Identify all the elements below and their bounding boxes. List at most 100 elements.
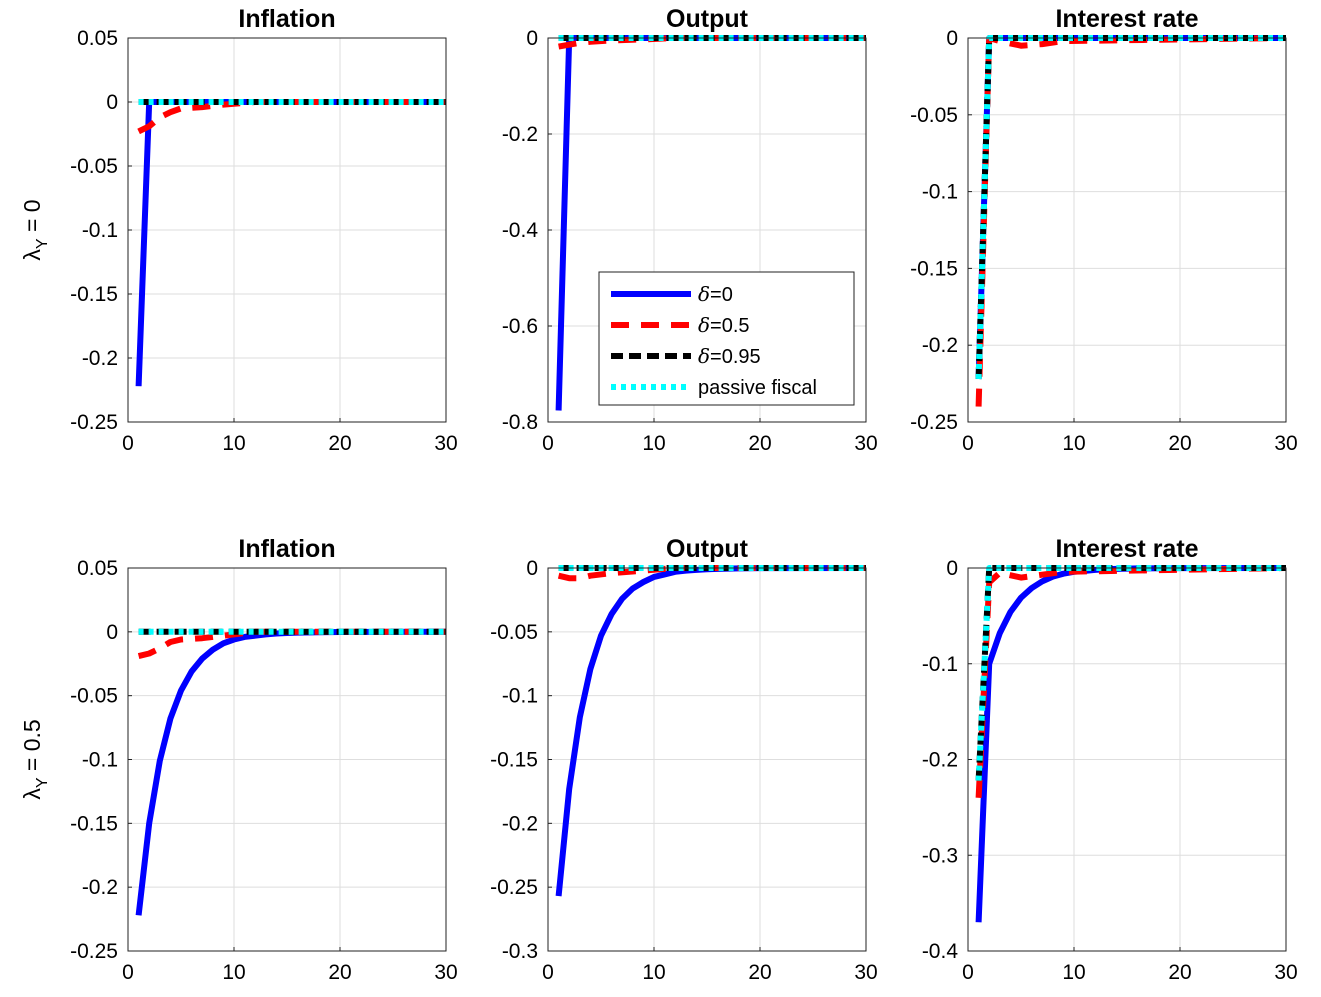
panel-4: 0 10 20 30 0 -0.05 -0.1 -0.15 -0.2 -0.25 -0.3 Outpu… bbox=[490, 535, 878, 984]
y-tick-label: -0.15 bbox=[70, 812, 118, 835]
y-tick-label: -0.8 bbox=[502, 411, 538, 434]
y-tick-label: 0.05 bbox=[77, 557, 118, 580]
panel-title: Inflation bbox=[238, 5, 335, 33]
y-tick-label: -0.2 bbox=[922, 749, 958, 772]
y-tick-label: -0.15 bbox=[70, 283, 118, 306]
y-tick-label: 0 bbox=[106, 621, 118, 644]
x-tick-label: 20 bbox=[1168, 961, 1191, 984]
panel-title: Inflation bbox=[238, 535, 335, 563]
y-tick-label: -0.05 bbox=[70, 155, 118, 178]
y-tick-label: -0.2 bbox=[82, 876, 118, 899]
y-tick-label: -0.05 bbox=[70, 685, 118, 708]
y-tick-label: -0.15 bbox=[490, 749, 538, 772]
x-tick-label: 10 bbox=[642, 432, 665, 455]
x-tick-label: 20 bbox=[328, 961, 351, 984]
legend-label-1: δ=0.5 bbox=[698, 313, 750, 337]
y-tick-label: -0.1 bbox=[82, 749, 118, 772]
x-tick-label: 30 bbox=[1274, 961, 1297, 984]
x-tick-label: 20 bbox=[1168, 432, 1191, 455]
panel-title: Interest rate bbox=[1055, 5, 1198, 33]
y-tick-label: -0.25 bbox=[490, 876, 538, 899]
row-label-symbol: λ bbox=[19, 249, 45, 261]
y-tick-label: 0 bbox=[946, 27, 958, 50]
y-tick-label: 0.05 bbox=[77, 27, 118, 50]
legend-text: =0.95 bbox=[710, 346, 761, 368]
y-tick-label: -0.15 bbox=[910, 257, 958, 280]
x-tick-label: 10 bbox=[1062, 961, 1085, 984]
y-tick-label: -0.2 bbox=[502, 123, 538, 146]
y-tick-label: -0.2 bbox=[82, 347, 118, 370]
row-label-subscript: Y bbox=[34, 238, 51, 249]
panel-2: 0 10 20 30 0 -0.05 -0.1 -0.15 -0.2 -0.25 Interest … bbox=[910, 5, 1298, 455]
row-label-rest: = 0 bbox=[19, 199, 45, 238]
x-tick-label: 30 bbox=[434, 432, 457, 455]
x-tick-label: 10 bbox=[222, 432, 245, 455]
y-tick-label: -0.3 bbox=[922, 844, 958, 867]
series-group bbox=[135, 99, 446, 387]
row-label-subscript: Y bbox=[34, 777, 51, 788]
y-tick-label: -0.25 bbox=[70, 940, 118, 963]
y-tick-label: -0.4 bbox=[922, 940, 959, 963]
x-tick-label: 0 bbox=[122, 961, 134, 984]
y-tick-label: -0.1 bbox=[922, 653, 958, 676]
legend-label-0: δ=0 bbox=[698, 282, 733, 306]
legend-symbol: δ bbox=[698, 313, 710, 337]
x-tick-label: 30 bbox=[434, 961, 457, 984]
y-tick-label: -0.1 bbox=[82, 219, 118, 242]
y-tick-label: 0 bbox=[106, 91, 118, 114]
y-tick-label: -0.3 bbox=[502, 940, 538, 963]
legend-label-2: δ=0.95 bbox=[698, 344, 761, 368]
y-tick-label: 0 bbox=[526, 27, 538, 50]
x-tick-label: 30 bbox=[854, 432, 877, 455]
axes-frame bbox=[967, 37, 1287, 423]
legend-text: passive fiscal bbox=[698, 377, 817, 399]
y-tick-label: -0.1 bbox=[502, 685, 538, 708]
x-tick-label: 0 bbox=[542, 432, 554, 455]
legend-text: =0.5 bbox=[710, 315, 749, 337]
panel-title: Interest rate bbox=[1055, 535, 1198, 563]
x-tick-label: 0 bbox=[542, 961, 554, 984]
x-tick-label: 0 bbox=[122, 432, 134, 455]
y-tick-label: -0.2 bbox=[922, 334, 958, 357]
y-tick-label: 0 bbox=[526, 557, 538, 580]
row-label-0: λY = 0 bbox=[19, 199, 51, 260]
series-group bbox=[135, 628, 446, 916]
panel-5: 0 10 20 30 0 -0.1 -0.2 -0.3 -0.4 Interest rate bbox=[922, 535, 1298, 984]
x-tick-label: 20 bbox=[328, 432, 351, 455]
row-label-rest: = 0.5 bbox=[19, 719, 45, 777]
series-line-1 bbox=[137, 99, 446, 135]
panel-3: 0 10 20 30 0.05 0 -0.05 -0.1 -0.15 -0.2 -0.25 Infla… bbox=[70, 535, 458, 984]
legend-symbol: δ bbox=[698, 344, 710, 368]
y-tick-label: 0 bbox=[946, 557, 958, 580]
x-tick-label: 30 bbox=[854, 961, 877, 984]
y-tick-label: -0.2 bbox=[502, 812, 538, 835]
y-tick-label: -0.25 bbox=[910, 411, 958, 434]
legend-text: =0 bbox=[710, 284, 733, 306]
x-tick-label: 20 bbox=[748, 961, 771, 984]
series-line-1 bbox=[558, 35, 866, 50]
panel-0: 0 10 20 30 0.05 0 -0.05 -0.1 -0.15 -0.2 -0.25 Infla… bbox=[70, 5, 458, 455]
x-tick-label: 10 bbox=[642, 961, 665, 984]
row-label-symbol: λ bbox=[19, 788, 45, 800]
row-label-1: λY = 0.5 bbox=[19, 719, 51, 799]
series-line-1 bbox=[137, 628, 446, 660]
y-tick-label: -0.05 bbox=[910, 104, 958, 127]
y-tick-label: -0.25 bbox=[70, 411, 118, 434]
x-tick-label: 0 bbox=[962, 961, 974, 984]
panel-title: Output bbox=[666, 535, 749, 563]
plot-area bbox=[968, 38, 1286, 422]
series-line-1 bbox=[557, 565, 866, 582]
x-tick-label: 20 bbox=[748, 432, 771, 455]
panel-title: Output bbox=[666, 5, 749, 33]
x-tick-label: 0 bbox=[962, 432, 974, 455]
x-tick-label: 10 bbox=[222, 961, 245, 984]
legend-label-3: passive fiscal bbox=[698, 377, 817, 399]
y-tick-label: -0.4 bbox=[502, 219, 539, 242]
legend-symbol: δ bbox=[698, 282, 710, 306]
x-tick-label: 10 bbox=[1062, 432, 1085, 455]
y-tick-label: -0.6 bbox=[502, 315, 538, 338]
y-tick-label: -0.1 bbox=[922, 181, 958, 204]
x-tick-label: 30 bbox=[1274, 432, 1297, 455]
